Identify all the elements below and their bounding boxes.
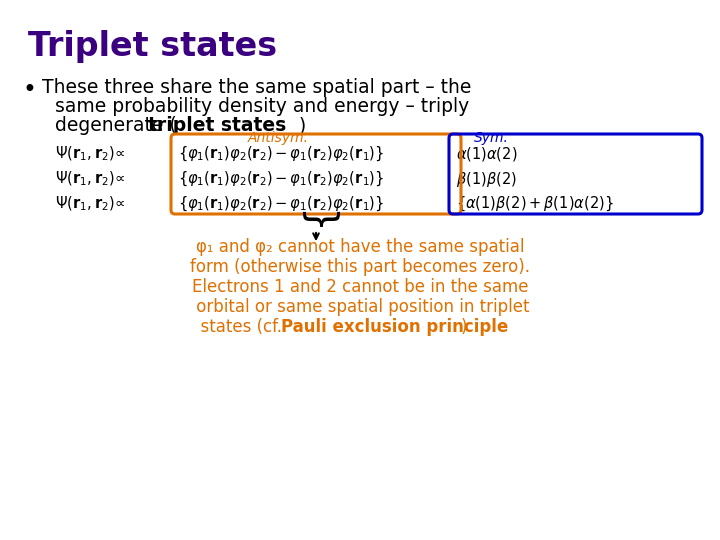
Text: orbital or same spatial position in triplet: orbital or same spatial position in trip… <box>191 298 529 316</box>
Text: Pauli exclusion principle: Pauli exclusion principle <box>281 318 508 336</box>
Text: These three share the same spatial part – the: These three share the same spatial part … <box>42 78 472 97</box>
Text: $\left\{\varphi_1(\mathbf{r}_1)\varphi_2(\mathbf{r}_2)-\varphi_1(\mathbf{r}_2)\v: $\left\{\varphi_1(\mathbf{r}_1)\varphi_2… <box>178 145 384 164</box>
Text: Antisym.: Antisym. <box>248 131 309 145</box>
Text: states (cf.: states (cf. <box>190 318 287 336</box>
Text: same probability density and energy – triply: same probability density and energy – tr… <box>55 97 469 116</box>
Text: ): ) <box>299 116 306 135</box>
Text: ): ) <box>461 318 467 336</box>
Text: $\Psi(\mathbf{r}_1,\mathbf{r}_2)\!\propto\!$: $\Psi(\mathbf{r}_1,\mathbf{r}_2)\!\propt… <box>55 145 125 164</box>
Text: $\left\{\varphi_1(\mathbf{r}_1)\varphi_2(\mathbf{r}_2)-\varphi_1(\mathbf{r}_2)\v: $\left\{\varphi_1(\mathbf{r}_1)\varphi_2… <box>178 170 384 188</box>
Text: $\alpha(1)\alpha(2)$: $\alpha(1)\alpha(2)$ <box>456 145 518 163</box>
Text: Triplet states: Triplet states <box>28 30 277 63</box>
Text: form (otherwise this part becomes zero).: form (otherwise this part becomes zero). <box>190 258 530 276</box>
Text: degenerate (: degenerate ( <box>55 116 176 135</box>
Text: $\beta(1)\beta(2)$: $\beta(1)\beta(2)$ <box>456 170 517 189</box>
Text: Electrons 1 and 2 cannot be in the same: Electrons 1 and 2 cannot be in the same <box>192 278 528 296</box>
Text: $\left\{\varphi_1(\mathbf{r}_1)\varphi_2(\mathbf{r}_2)-\varphi_1(\mathbf{r}_2)\v: $\left\{\varphi_1(\mathbf{r}_1)\varphi_2… <box>178 195 384 213</box>
Text: }: } <box>297 210 335 235</box>
Text: states (cf. Pauli exclusion principle): states (cf. Pauli exclusion principle) <box>0 539 1 540</box>
Text: $\Psi(\mathbf{r}_1,\mathbf{r}_2)\!\propto\!$: $\Psi(\mathbf{r}_1,\mathbf{r}_2)\!\propt… <box>55 195 125 213</box>
Text: •: • <box>22 78 36 102</box>
Text: triplet states: triplet states <box>148 116 287 135</box>
Text: $\Psi(\mathbf{r}_1,\mathbf{r}_2)\!\propto\!$: $\Psi(\mathbf{r}_1,\mathbf{r}_2)\!\propt… <box>55 170 125 188</box>
Text: Sym.: Sym. <box>474 131 509 145</box>
Text: $\left\{\alpha(1)\beta(2)+\beta(1)\alpha(2)\right\}$: $\left\{\alpha(1)\beta(2)+\beta(1)\alpha… <box>456 195 613 213</box>
Text: φ₁ and φ₂ cannot have the same spatial: φ₁ and φ₂ cannot have the same spatial <box>196 238 524 256</box>
Text: states (cf. Pauli exclusion principle): states (cf. Pauli exclusion principle) <box>0 539 1 540</box>
